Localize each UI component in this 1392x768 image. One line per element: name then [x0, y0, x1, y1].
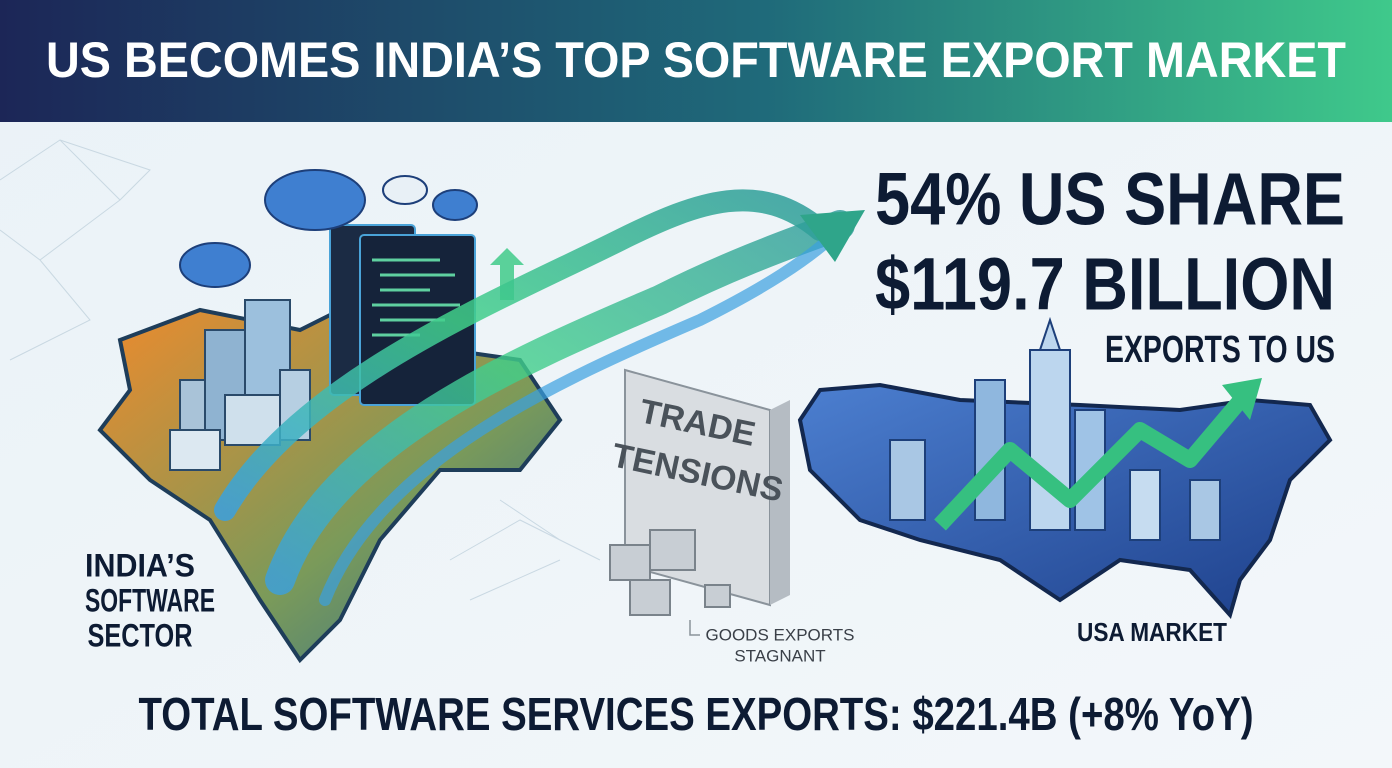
goods-boxes: [609, 529, 731, 616]
goods-label: STAGNANT: [734, 646, 825, 665]
india-label: SECTOR: [88, 617, 193, 653]
usa-city: [889, 316, 1221, 541]
india-city: [169, 299, 311, 471]
headline-amount: $119.7 BILLION: [875, 243, 1335, 326]
swoosh-arrowhead: [800, 210, 865, 262]
india-label: SOFTWARE: [85, 582, 215, 618]
export-swoosh: [214, 189, 855, 606]
headline-share: 54% US SHARE: [875, 158, 1345, 241]
india-label: INDIA’S: [85, 547, 195, 583]
goods-label: GOODS EXPORTS: [706, 625, 855, 644]
growth-arrow: [934, 389, 1252, 531]
clouds: [179, 169, 478, 288]
code-windows: [329, 224, 476, 406]
growth-arrowhead: [1222, 378, 1262, 420]
up-arrow: [490, 248, 524, 300]
headline-caption: EXPORTS TO US: [1105, 329, 1335, 371]
goods-pointer: [689, 620, 700, 636]
header-band: [0, 0, 1392, 122]
footer-total: TOTAL SOFTWARE SERVICES EXPORTS: $221.4B…: [139, 688, 1254, 740]
network-decoration: [0, 139, 601, 601]
title: US BECOMES INDIA’S TOP SOFTWARE EXPORT M…: [46, 32, 1346, 88]
usa-label: USA MARKET: [1077, 617, 1227, 647]
